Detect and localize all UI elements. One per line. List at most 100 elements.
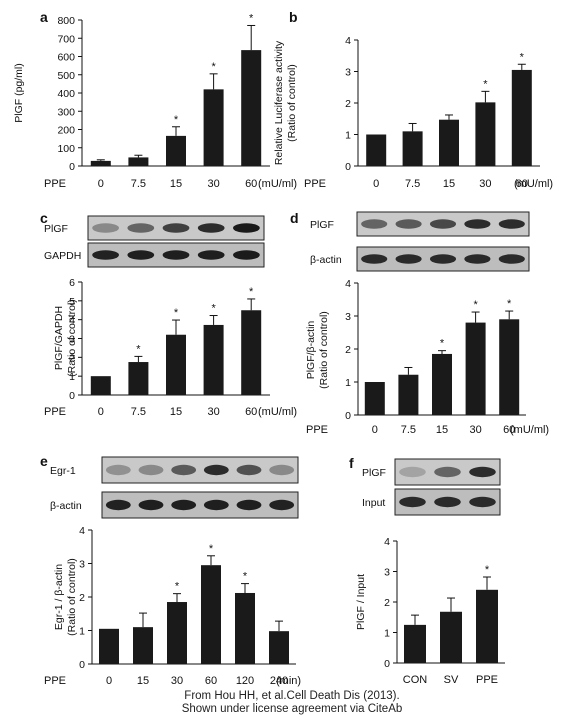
blot-band-d-0-1 xyxy=(395,219,422,229)
y-axis-label2-c: (Ratio of control) xyxy=(66,299,78,377)
y-axis-label-b: Relative Luciferase activity xyxy=(273,40,285,165)
blot-band-d-1-3 xyxy=(464,254,491,264)
blot-band-c-1-0 xyxy=(92,250,119,260)
blot-band-f-1-0 xyxy=(399,496,426,508)
bar-c-1 xyxy=(128,362,149,395)
significance-star-a-3: * xyxy=(211,61,216,73)
bar-a-1 xyxy=(128,157,149,166)
y-tick-label-f-3: 3 xyxy=(384,567,390,579)
x-tick-label-b-2: 15 xyxy=(443,178,455,190)
y-tick-label-d-4: 4 xyxy=(345,278,351,290)
blot-band-f-0-0 xyxy=(399,466,426,478)
x-tick-label-d-4: 60 xyxy=(503,424,515,436)
blot-band-e-0-4 xyxy=(236,464,262,476)
bar-e-2 xyxy=(167,602,187,664)
y-tick-label-c-1: 1 xyxy=(69,371,75,383)
blot-band-f-0-2 xyxy=(469,466,496,478)
blot-band-c-0-2 xyxy=(162,223,190,233)
blot-label-e-1: β-actin xyxy=(50,500,82,512)
blot-band-e-1-2 xyxy=(171,499,197,511)
significance-star-d-4: * xyxy=(507,298,512,310)
y-tick-label-e-0: 0 xyxy=(79,659,85,671)
x-tick-label-d-1: 7.5 xyxy=(401,424,416,436)
blot-band-e-1-4 xyxy=(236,499,262,511)
x-tick-label-c-3: 30 xyxy=(207,406,219,418)
bar-a-0 xyxy=(90,160,111,166)
x-unit-b: (mU/ml) xyxy=(514,178,553,190)
x-tick-label-b-3: 30 xyxy=(479,178,491,190)
blot-band-e-0-0 xyxy=(105,464,131,476)
panel-letter-f: f xyxy=(349,455,354,471)
significance-star-c-3: * xyxy=(211,303,216,315)
bar-d-1 xyxy=(398,374,419,415)
significance-star-a-4: * xyxy=(249,12,254,24)
x-tick-label-e-2: 30 xyxy=(171,675,183,687)
x-tick-label-d-2: 15 xyxy=(436,424,448,436)
x-unit-e: (min) xyxy=(276,675,301,687)
y-tick-label-a-700: 700 xyxy=(57,33,75,45)
blot-label-c-1: GAPDH xyxy=(44,250,81,262)
y-axis-label2-b: (Ratio of control) xyxy=(286,64,298,142)
y-tick-label-b-1: 1 xyxy=(345,130,351,142)
y-tick-label-c-2: 2 xyxy=(69,352,75,364)
bar-f-1 xyxy=(440,611,462,663)
bar-d-0 xyxy=(364,382,385,415)
blot-band-e-1-1 xyxy=(138,499,164,511)
blot-band-d-1-2 xyxy=(429,254,457,264)
blot-band-d-1-1 xyxy=(395,254,422,264)
significance-star-d-3: * xyxy=(473,299,478,311)
panel-letter-d: d xyxy=(290,210,299,226)
blot-band-d-0-4 xyxy=(498,219,525,229)
bar-a-3 xyxy=(203,89,224,166)
blot-band-e-1-3 xyxy=(203,499,229,511)
x-tick-label-b-0: 0 xyxy=(373,178,379,190)
blot-band-f-0-1 xyxy=(434,466,461,478)
x-prefix-e: PPE xyxy=(44,675,66,687)
x-tick-label-d-3: 30 xyxy=(469,424,481,436)
significance-star-c-4: * xyxy=(249,286,254,298)
x-unit-d: (mU/ml) xyxy=(510,424,549,436)
panel-letter-c: c xyxy=(40,210,48,226)
bar-d-4 xyxy=(499,319,520,415)
y-tick-label-a-800: 800 xyxy=(57,15,75,27)
significance-star-c-2: * xyxy=(174,307,179,319)
blot-label-f-1: Input xyxy=(362,497,385,509)
blot-band-f-1-1 xyxy=(434,496,461,508)
blot-band-e-0-1 xyxy=(138,464,164,476)
blot-band-c-0-4 xyxy=(233,223,260,233)
y-axis-label-d: PlGF/β-actin xyxy=(305,321,317,380)
bar-b-1 xyxy=(402,131,423,166)
bar-b-0 xyxy=(366,134,387,166)
bar-c-2 xyxy=(166,334,186,395)
y-tick-label-a-500: 500 xyxy=(57,70,75,82)
blot-band-e-0-2 xyxy=(171,464,197,476)
y-axis-label-a: PlGF (pg/ml) xyxy=(13,63,25,123)
bar-f-2 xyxy=(476,589,498,663)
blot-band-d-0-3 xyxy=(464,219,491,229)
blot-band-f-1-2 xyxy=(469,496,496,508)
significance-star-b-3: * xyxy=(483,78,488,90)
y-tick-label-d-0: 0 xyxy=(345,410,351,422)
x-prefix-d: PPE xyxy=(306,424,328,436)
blot-band-e-0-3 xyxy=(203,464,229,476)
bar-d-2 xyxy=(432,353,452,415)
y-tick-label-b-4: 4 xyxy=(345,35,351,47)
x-prefix-b: PPE xyxy=(304,178,326,190)
panel-letter-b: b xyxy=(289,9,298,25)
bar-e-3 xyxy=(201,565,221,664)
panel-letter-e: e xyxy=(40,453,48,469)
x-tick-label-e-4: 120 xyxy=(236,675,254,687)
blot-band-c-1-2 xyxy=(162,250,190,260)
y-tick-label-e-3: 3 xyxy=(79,559,85,571)
y-tick-label-d-3: 3 xyxy=(345,311,351,323)
y-tick-label-f-1: 1 xyxy=(384,628,390,640)
y-tick-label-a-200: 200 xyxy=(57,125,75,137)
caption-line-2: Shown under license agreement via CiteAb xyxy=(181,703,403,715)
x-tick-label-c-1: 7.5 xyxy=(131,406,146,418)
bar-e-1 xyxy=(133,627,153,664)
caption-line-1: From Hou HH, et al.Cell Death Dis (2013)… xyxy=(184,690,400,702)
x-tick-label-e-3: 60 xyxy=(205,675,217,687)
y-tick-label-e-2: 2 xyxy=(79,592,85,604)
blot-band-e-1-5 xyxy=(269,499,295,511)
x-tick-label-c-2: 15 xyxy=(170,406,182,418)
